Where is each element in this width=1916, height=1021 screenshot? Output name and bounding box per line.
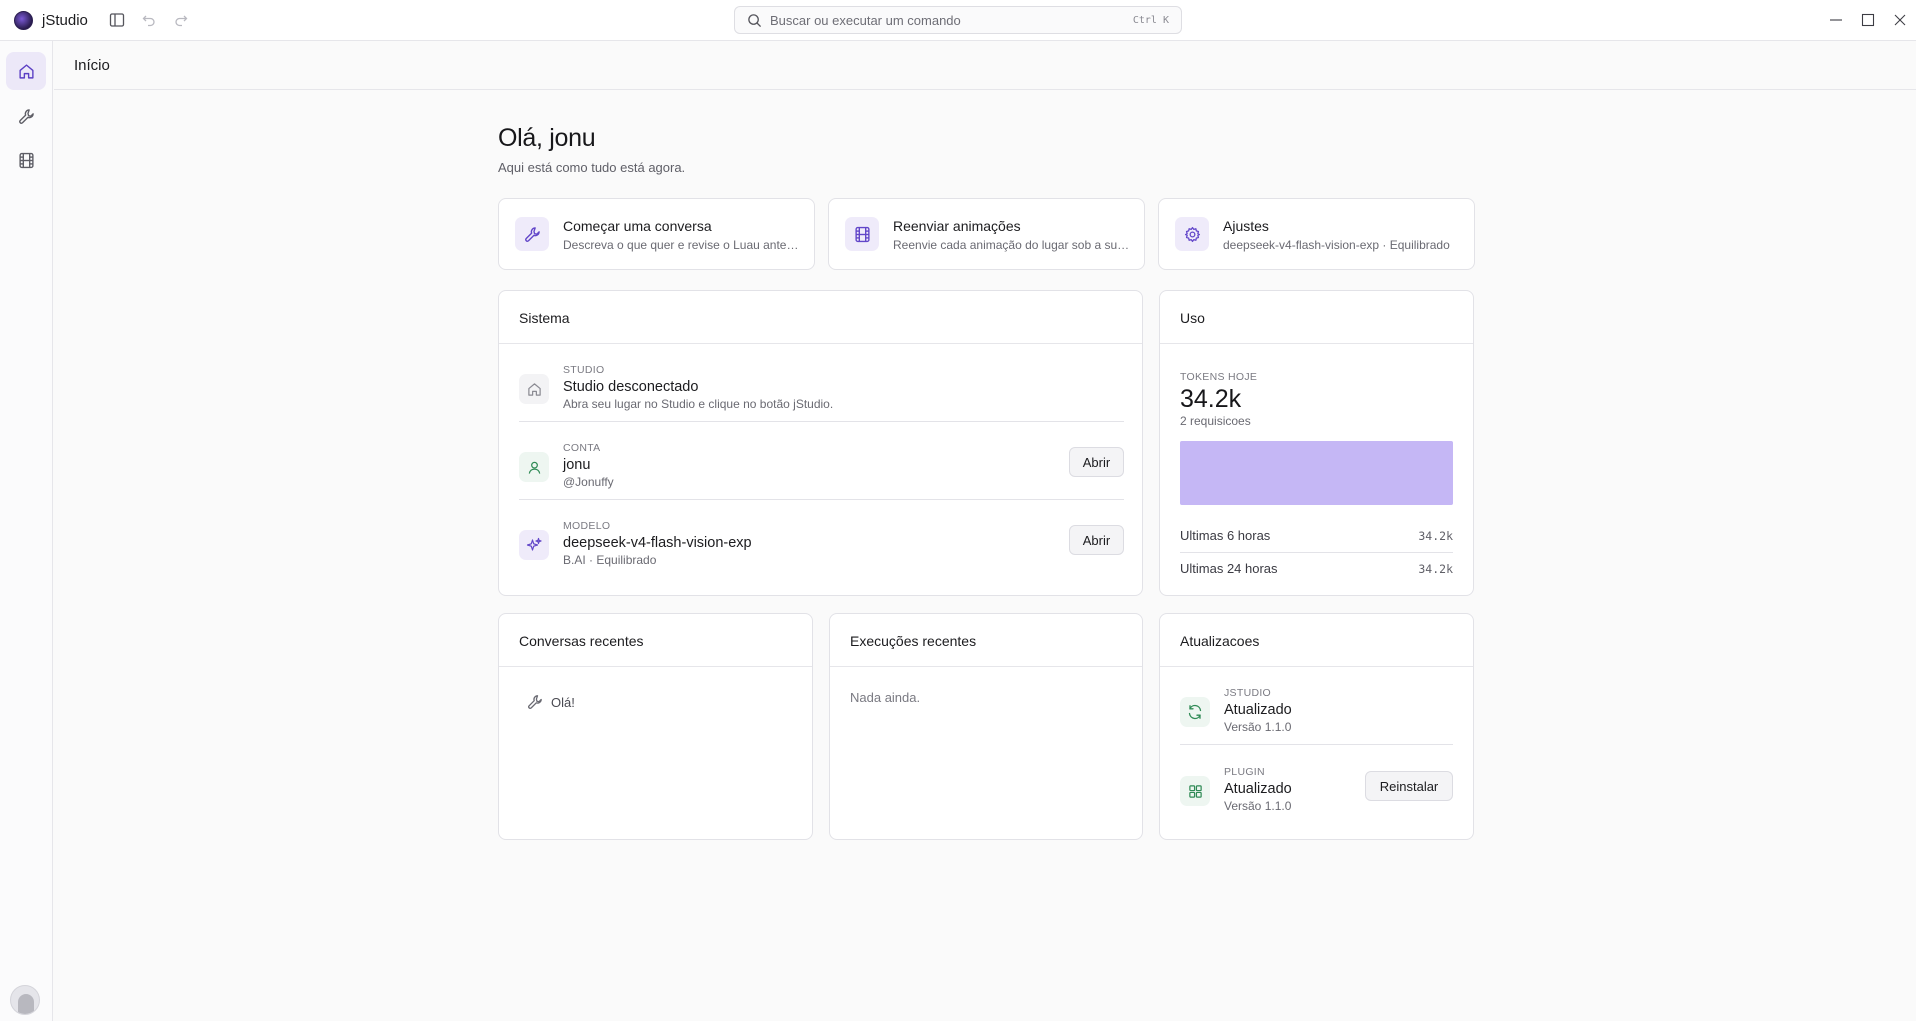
- app-name: jStudio: [42, 11, 88, 29]
- quick-action-title: Ajustes: [1223, 218, 1269, 234]
- page-subtitle: Aqui está como tudo está agora.: [498, 160, 686, 175]
- home-icon: [519, 374, 549, 404]
- usage-row-value: 34.2k: [1418, 529, 1453, 543]
- maximize-icon[interactable]: [1852, 0, 1884, 40]
- page-title: Olá, jonu: [498, 124, 596, 152]
- search-placeholder: Buscar ou executar um comando: [770, 12, 961, 28]
- usage-bar-fill: [1180, 441, 1453, 505]
- home-icon: [18, 63, 34, 79]
- updates-card: Atualizacoes JSTUDIO Atualizado Versão 1…: [1159, 613, 1474, 840]
- refresh-icon: [1180, 697, 1210, 727]
- tokens-today-value: 34.2k: [1180, 385, 1242, 413]
- system-row-studio: STUDIO Studio desconectado Abra seu luga…: [519, 344, 1124, 422]
- row-value: Atualizado: [1224, 781, 1292, 797]
- system-row-model: MODELO deepseek-v4-flash-vision-exp B.AI…: [519, 500, 1124, 578]
- page-header: Início: [54, 41, 1916, 90]
- sidebar-item-home[interactable]: [6, 52, 46, 90]
- quick-action-desc: Descreva o que quer e revise o Luau ante…: [563, 238, 803, 252]
- conversation-item[interactable]: Olá!: [527, 694, 575, 710]
- row-subtext: B.AI · Equilibrado: [563, 553, 657, 567]
- sidebar-item-tools[interactable]: [6, 97, 46, 135]
- usage-card-title: Uso: [1160, 291, 1473, 344]
- sparkle-icon: [519, 530, 549, 560]
- row-value: deepseek-v4-flash-vision-exp: [563, 535, 752, 551]
- search-shortcut: Ctrl K: [1132, 14, 1169, 26]
- wrench-icon: [528, 695, 542, 709]
- row-value: Atualizado: [1224, 702, 1292, 718]
- requests-count: 2 requisicoes: [1180, 414, 1251, 428]
- row-caption: JSTUDIO: [1224, 687, 1272, 699]
- redo-icon[interactable]: [172, 11, 190, 29]
- reinstall-plugin-button[interactable]: Reinstalar: [1365, 771, 1453, 801]
- grid-icon: [1180, 776, 1210, 806]
- close-icon[interactable]: [1884, 0, 1916, 40]
- row-subtext: Abra seu lugar no Studio e clique no bot…: [563, 397, 834, 411]
- app-brand: jStudio: [14, 10, 88, 30]
- usage-bar: [1180, 441, 1453, 505]
- quick-action-start-conversation[interactable]: Começar uma conversa Descreva o que quer…: [498, 198, 815, 270]
- usage-row-label: Ultimas 24 horas: [1180, 561, 1278, 576]
- recent-conversations-card: Conversas recentes Olá!: [498, 613, 813, 840]
- window-controls: [1820, 0, 1916, 40]
- quick-action-settings[interactable]: Ajustes deepseek-v4-flash-vision-exp · E…: [1158, 198, 1475, 270]
- row-caption: PLUGIN: [1224, 766, 1265, 778]
- sidebar: [0, 41, 53, 1021]
- film-icon: [845, 217, 879, 251]
- row-caption: CONTA: [563, 442, 601, 454]
- title-bar: jStudio Buscar ou executar um comando Ct…: [0, 0, 1916, 41]
- update-row-jstudio: JSTUDIO Atualizado Versão 1.1.0: [1180, 667, 1453, 745]
- row-subtext: Versão 1.1.0: [1224, 720, 1292, 734]
- film-icon: [18, 152, 34, 168]
- search-icon: [748, 13, 762, 27]
- user-icon: [519, 452, 549, 482]
- avatar[interactable]: [10, 985, 40, 1015]
- usage-row-24h: Ultimas 24 horas 34.2k: [1180, 553, 1453, 586]
- recent-conversations-title: Conversas recentes: [499, 614, 812, 667]
- row-caption: STUDIO: [563, 364, 605, 376]
- recent-runs-empty: Nada ainda.: [850, 690, 921, 705]
- usage-row-label: Ultimas 6 horas: [1180, 528, 1271, 543]
- open-account-button[interactable]: Abrir: [1069, 447, 1124, 477]
- usage-row-value: 34.2k: [1418, 562, 1453, 576]
- sidebar-item-animations[interactable]: [6, 141, 46, 179]
- recent-runs-title: Execuções recentes: [830, 614, 1142, 667]
- system-card-title: Sistema: [499, 291, 1142, 344]
- breadcrumb: Início: [74, 57, 110, 74]
- quick-action-desc: deepseek-v4-flash-vision-exp · Equilibra…: [1223, 238, 1450, 252]
- undo-icon[interactable]: [140, 11, 158, 29]
- app-logo: [14, 10, 33, 30]
- update-row-plugin: PLUGIN Atualizado Versão 1.1.0 Reinstala…: [1180, 746, 1453, 824]
- row-caption: MODELO: [563, 520, 611, 532]
- conversation-label: Olá!: [551, 694, 575, 710]
- row-value: Studio desconectado: [563, 379, 699, 395]
- command-search[interactable]: Buscar ou executar um comando Ctrl K: [734, 6, 1182, 34]
- open-model-button[interactable]: Abrir: [1069, 525, 1124, 555]
- tokens-caption: TOKENS HOJE: [1180, 371, 1258, 383]
- system-card: Sistema STUDIO Studio desconectado Abra …: [498, 290, 1143, 596]
- usage-card: Uso TOKENS HOJE 34.2k 2 requisicoes Ulti…: [1159, 290, 1474, 596]
- system-row-account: CONTA jonu @Jonuffy Abrir: [519, 422, 1124, 500]
- row-subtext: @Jonuffy: [563, 475, 614, 489]
- minimize-icon[interactable]: [1820, 0, 1852, 40]
- row-value: jonu: [563, 457, 591, 473]
- quick-action-desc: Reenvie cada animação do lugar sob a sua…: [893, 238, 1133, 252]
- recent-runs-card: Execuções recentes Nada ainda.: [829, 613, 1143, 840]
- sidebar-toggle-icon[interactable]: [108, 11, 126, 29]
- row-subtext: Versão 1.1.0: [1224, 799, 1292, 813]
- usage-row-6h: Ultimas 6 horas 34.2k: [1180, 520, 1453, 553]
- wrench-icon: [515, 217, 549, 251]
- gear-icon: [1175, 217, 1209, 251]
- wrench-icon: [18, 108, 34, 124]
- quick-action-title: Reenviar animações: [893, 218, 1021, 234]
- quick-action-reupload-animations[interactable]: Reenviar animações Reenvie cada animação…: [828, 198, 1145, 270]
- updates-card-title: Atualizacoes: [1160, 614, 1473, 667]
- quick-action-title: Começar uma conversa: [563, 218, 712, 234]
